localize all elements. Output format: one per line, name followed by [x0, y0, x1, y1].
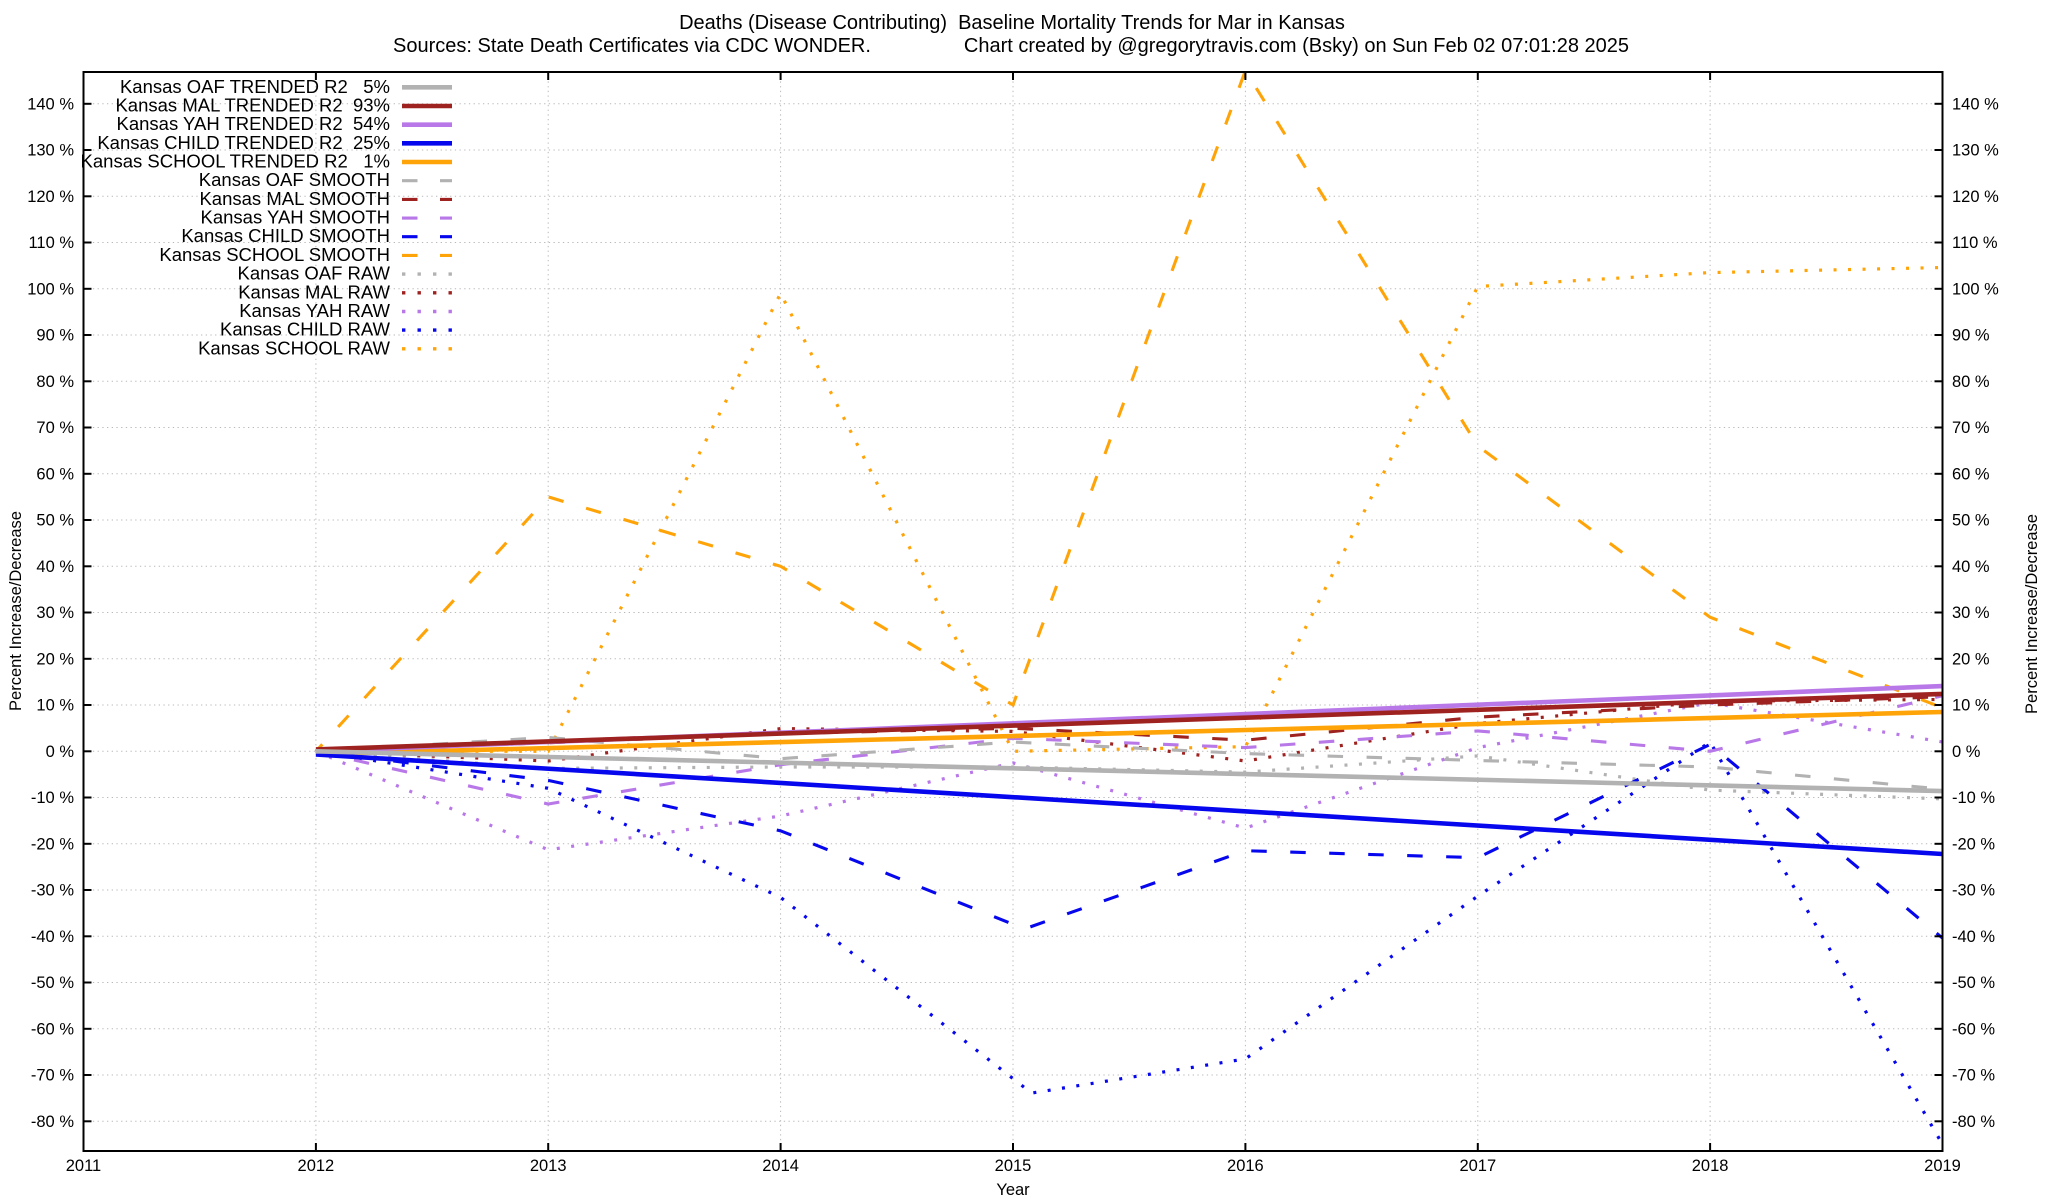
svg-text:80 %: 80 % — [1952, 373, 1990, 391]
svg-text:Kansas MAL RAW: Kansas MAL RAW — [238, 281, 390, 302]
svg-text:Kansas MAL SMOOTH: Kansas MAL SMOOTH — [199, 188, 390, 209]
svg-text:40 %: 40 % — [1952, 558, 1990, 576]
svg-text:Kansas OAF SMOOTH: Kansas OAF SMOOTH — [199, 169, 390, 190]
svg-text:30 %: 30 % — [36, 604, 74, 622]
svg-text:70 %: 70 % — [36, 419, 74, 437]
svg-text:50 %: 50 % — [36, 512, 74, 530]
svg-text:130 %: 130 % — [1952, 142, 1999, 160]
svg-text:Kansas MAL TRENDED R2 93%: Kansas MAL TRENDED R2 93% — [115, 95, 390, 116]
svg-text:20 %: 20 % — [1952, 650, 1990, 668]
svg-text:60 %: 60 % — [36, 465, 74, 483]
svg-text:Kansas OAF RAW: Kansas OAF RAW — [238, 263, 391, 284]
svg-text:-30 %: -30 % — [31, 882, 74, 900]
svg-text:2017: 2017 — [1459, 1157, 1496, 1175]
svg-text:100 %: 100 % — [27, 280, 74, 298]
svg-text:-60 %: -60 % — [31, 1020, 74, 1038]
svg-text:130 %: 130 % — [27, 142, 74, 160]
svg-text:60 %: 60 % — [1952, 465, 1990, 483]
svg-text:120 %: 120 % — [1952, 188, 1999, 206]
svg-text:2011: 2011 — [66, 1157, 101, 1175]
svg-text:-40 %: -40 % — [1952, 928, 1995, 946]
svg-text:100 %: 100 % — [1952, 280, 1999, 298]
svg-text:-80 %: -80 % — [1952, 1113, 1995, 1131]
svg-text:2012: 2012 — [298, 1157, 335, 1175]
svg-text:10 %: 10 % — [36, 697, 74, 715]
svg-text:-50 %: -50 % — [1952, 974, 1995, 992]
svg-text:Chart created by @gregorytravi: Chart created by @gregorytravis.com (Bsk… — [964, 35, 1629, 57]
svg-text:Kansas SCHOOL RAW: Kansas SCHOOL RAW — [198, 337, 390, 358]
svg-text:Kansas YAH SMOOTH: Kansas YAH SMOOTH — [200, 207, 390, 228]
svg-text:90 %: 90 % — [36, 327, 74, 345]
svg-text:-10 %: -10 % — [31, 789, 74, 807]
svg-text:70 %: 70 % — [1952, 419, 1990, 437]
svg-text:-70 %: -70 % — [31, 1067, 74, 1085]
svg-text:-10 %: -10 % — [1952, 789, 1995, 807]
svg-text:2019: 2019 — [1924, 1157, 1961, 1175]
svg-text:80 %: 80 % — [36, 373, 74, 391]
svg-text:Kansas YAH TRENDED R2 54%: Kansas YAH TRENDED R2 54% — [117, 113, 391, 134]
svg-text:Percent Increase/Decrease: Percent Increase/Decrease — [2023, 514, 2041, 714]
svg-text:-30 %: -30 % — [1952, 882, 1995, 900]
svg-text:-70 %: -70 % — [1952, 1067, 1995, 1085]
svg-text:Kansas CHILD TRENDED R2 25%: Kansas CHILD TRENDED R2 25% — [97, 132, 390, 153]
svg-text:-80 %: -80 % — [31, 1113, 74, 1131]
svg-text:-20 %: -20 % — [1952, 835, 1995, 853]
svg-text:Kansas CHILD RAW: Kansas CHILD RAW — [220, 319, 391, 340]
svg-text:Kansas YAH RAW: Kansas YAH RAW — [239, 300, 390, 321]
svg-text:140 %: 140 % — [1952, 95, 1999, 113]
svg-text:2018: 2018 — [1692, 1157, 1729, 1175]
svg-text:-60 %: -60 % — [1952, 1020, 1995, 1038]
svg-text:20 %: 20 % — [36, 650, 74, 668]
svg-text:-20 %: -20 % — [31, 835, 74, 853]
svg-text:2015: 2015 — [995, 1157, 1032, 1175]
svg-text:50 %: 50 % — [1952, 512, 1990, 530]
svg-text:2013: 2013 — [530, 1157, 567, 1175]
svg-text:Year: Year — [996, 1181, 1030, 1199]
svg-text:40 %: 40 % — [36, 558, 74, 576]
svg-text:Kansas SCHOOL TRENDED R2 1%: Kansas SCHOOL TRENDED R2 1% — [81, 151, 390, 172]
svg-text:90 %: 90 % — [1952, 327, 1990, 345]
svg-text:120 %: 120 % — [27, 188, 74, 206]
svg-text:10 %: 10 % — [1952, 697, 1990, 715]
svg-text:0 %: 0 % — [46, 743, 75, 761]
svg-text:-50 %: -50 % — [31, 974, 74, 992]
svg-text:Sources: State Death Certifica: Sources: State Death Certificates via CD… — [393, 35, 871, 57]
svg-text:Kansas SCHOOL SMOOTH: Kansas SCHOOL SMOOTH — [159, 244, 390, 265]
svg-text:Deaths (Disease Contributing): Deaths (Disease Contributing) Baseline M… — [679, 12, 1345, 34]
svg-text:2014: 2014 — [762, 1157, 799, 1175]
svg-text:Kansas OAF TRENDED R2 5%: Kansas OAF TRENDED R2 5% — [120, 76, 390, 97]
svg-text:Percent Increase/Decrease: Percent Increase/Decrease — [7, 511, 25, 711]
svg-text:140 %: 140 % — [27, 95, 74, 113]
svg-text:Kansas CHILD SMOOTH: Kansas CHILD SMOOTH — [181, 225, 390, 246]
svg-text:110 %: 110 % — [28, 234, 74, 252]
svg-text:110 %: 110 % — [1952, 234, 1998, 252]
svg-text:0 %: 0 % — [1952, 743, 1981, 761]
svg-text:-40 %: -40 % — [31, 928, 74, 946]
svg-text:30 %: 30 % — [1952, 604, 1990, 622]
svg-text:2016: 2016 — [1227, 1157, 1264, 1175]
